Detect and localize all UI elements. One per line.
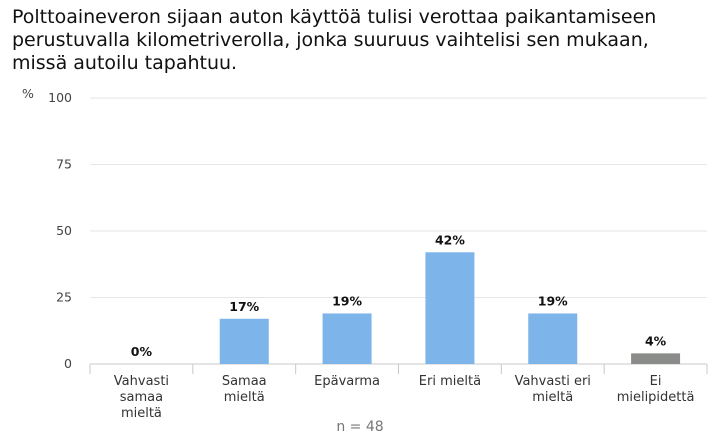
data-label: 19% (538, 293, 568, 308)
data-label: 4% (645, 333, 667, 348)
y-tick-label: 100 (48, 90, 72, 105)
category-label: Vahvasti eri mieltä (515, 374, 591, 405)
bar (425, 252, 475, 364)
bar (219, 318, 269, 364)
y-axis-label: % (22, 86, 34, 101)
y-tick-label: 50 (56, 223, 72, 238)
y-tick-label: 75 (56, 157, 72, 172)
data-labels: 0% 17% 19% 42% 19% 4% (131, 232, 667, 359)
category-label: Eri mieltä (419, 374, 481, 389)
y-tick-label: 0 (64, 356, 72, 371)
bar (631, 353, 681, 364)
data-label: 19% (332, 293, 362, 308)
category-label: Epävarma (314, 374, 380, 389)
category-labels: Vahvasti samaa mieltä Samaa mieltä Epävarma Er… (114, 374, 695, 421)
data-label: 0% (131, 344, 153, 359)
data-label: 17% (229, 299, 259, 314)
bar (528, 313, 578, 364)
sample-size-note: n = 48 (336, 419, 383, 435)
bars (219, 252, 681, 364)
y-tick-label: 25 (56, 290, 72, 305)
category-label: Ei mielipidettä (617, 374, 695, 405)
gridlines (89, 97, 708, 374)
y-tick-labels: 0 25 50 75 100 (48, 90, 72, 371)
category-label: Samaa mieltä (222, 374, 267, 405)
data-label: 42% (435, 232, 465, 247)
bar (322, 313, 372, 364)
chart-title: Polttoaineveron sijaan auton käyttöä tul… (12, 6, 657, 74)
category-label: Vahvasti samaa mieltä (114, 374, 169, 421)
